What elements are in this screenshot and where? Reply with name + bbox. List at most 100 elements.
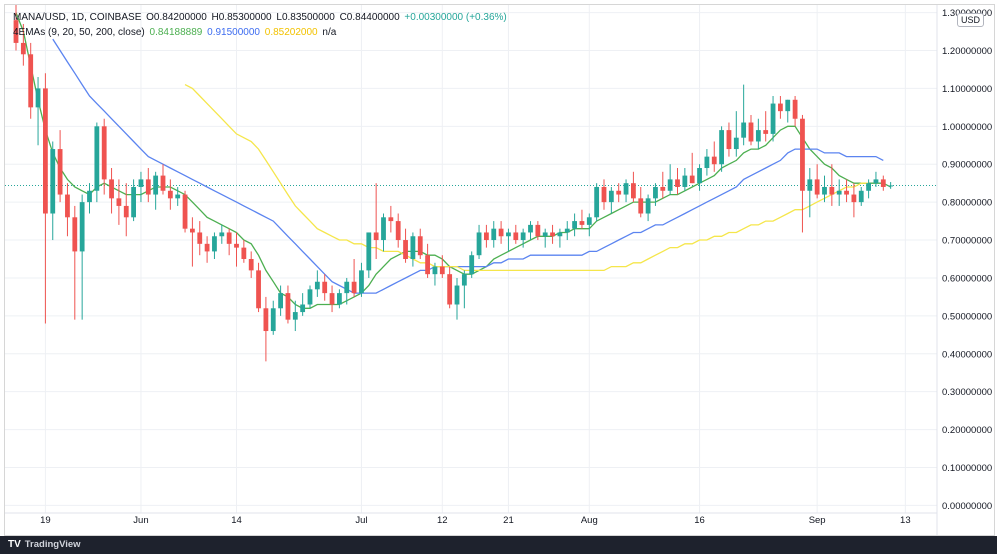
candle-body <box>550 232 555 237</box>
candle-body <box>741 122 747 138</box>
candle-body <box>116 198 122 206</box>
candle-body <box>726 130 732 150</box>
y-tick-label: 1.20000000 <box>942 46 992 57</box>
candle-body <box>476 232 482 256</box>
candle-body <box>65 194 70 218</box>
candle-body <box>520 232 526 241</box>
ema50-line <box>184 84 869 272</box>
candle-body <box>439 266 445 275</box>
candle-body <box>755 130 761 142</box>
candle-body <box>160 175 166 191</box>
tradingview-logo[interactable]: TV TradingView <box>8 539 81 550</box>
candle-body <box>822 186 827 195</box>
low-value: L0.83500000 <box>276 12 335 23</box>
candle-body <box>256 270 261 309</box>
candle-body <box>719 130 724 165</box>
candle-body <box>87 190 92 203</box>
candle-body <box>513 232 519 241</box>
candle-body <box>351 281 357 294</box>
x-tick-label: 14 <box>231 515 242 526</box>
candle-body <box>57 149 63 195</box>
candle-body <box>190 228 195 233</box>
y-tick-label: 1.10000000 <box>942 84 992 95</box>
candle-body <box>13 20 19 43</box>
candle-body <box>645 198 651 214</box>
candle-body <box>506 232 511 237</box>
candle-body <box>880 179 886 187</box>
candle-body <box>616 190 622 195</box>
candle-body <box>697 168 702 184</box>
candle-body <box>109 179 114 199</box>
candle-body <box>461 274 467 286</box>
candle-body <box>807 179 813 191</box>
candle-body <box>873 179 879 184</box>
x-tick-label: Jul <box>355 515 367 526</box>
ema20-line <box>52 38 884 294</box>
candle-body <box>623 183 629 195</box>
candle-body <box>667 179 673 191</box>
candle-body <box>535 224 541 237</box>
candle-body <box>814 179 820 195</box>
candle-body <box>234 243 239 248</box>
candle-body <box>785 99 791 112</box>
y-tick-label: 1.00000000 <box>942 122 992 133</box>
close-value: C0.84400000 <box>339 12 400 23</box>
candle-body <box>395 221 401 241</box>
candle-body <box>498 228 504 237</box>
candle-body <box>748 122 754 142</box>
candle-body <box>123 205 129 218</box>
ema9-line <box>15 12 891 309</box>
high-value: H0.85300000 <box>211 12 272 23</box>
y-tick-label: 0.50000000 <box>942 311 992 322</box>
candle-body <box>866 183 871 191</box>
price-chart[interactable]: 1.300000001.200000001.100000001.00000000… <box>5 5 994 535</box>
candle-body <box>263 308 269 332</box>
candle-body <box>381 217 386 241</box>
candle-body <box>586 217 592 225</box>
candle-body <box>579 221 585 225</box>
candle-body <box>366 232 372 271</box>
candle-body <box>388 217 394 222</box>
candle-body <box>131 186 136 218</box>
candle-body <box>138 179 144 187</box>
candle-body <box>72 217 78 252</box>
tradingview-logo-icon: TV <box>8 539 21 550</box>
candle-body <box>542 232 548 237</box>
candle-body <box>638 198 644 214</box>
candle-body <box>344 281 350 294</box>
candle-body <box>858 190 864 203</box>
x-tick-label: 13 <box>900 515 911 526</box>
candle-body <box>601 186 607 203</box>
candle-body <box>167 190 173 199</box>
y-tick-label: 0.30000000 <box>942 387 992 398</box>
candle-body <box>337 293 342 305</box>
x-tick-label: 16 <box>694 515 705 526</box>
candle-body <box>572 221 577 229</box>
chart-frame: 1.300000001.200000001.100000001.00000000… <box>4 4 995 536</box>
ema-indicator-label: 4EMAs (9, 20, 50, 200, close) <box>13 27 145 38</box>
candle-body <box>564 228 570 233</box>
candle-body <box>359 270 364 294</box>
candle-body <box>851 194 857 203</box>
symbol-label: MANA/USD, 1D, COINBASE <box>13 12 142 23</box>
ema9-value: 0.84188889 <box>149 27 203 38</box>
candle-body <box>711 156 717 165</box>
candle-body <box>763 130 769 134</box>
candle-body <box>292 312 298 320</box>
candle-body <box>733 137 739 150</box>
candle-body <box>403 240 408 259</box>
candle-body <box>682 175 688 187</box>
candle-body <box>314 281 320 290</box>
x-tick-label: Jun <box>133 515 148 526</box>
candle-body <box>778 103 783 112</box>
x-tick-label: Aug <box>581 515 598 526</box>
currency-label[interactable]: USD <box>957 13 985 27</box>
candle-body <box>594 186 600 218</box>
ema200-value: n/a <box>322 27 337 38</box>
candle-body <box>43 88 48 214</box>
y-tick-label: 0.20000000 <box>942 425 992 436</box>
candle-body <box>241 247 247 259</box>
candle-body <box>35 88 41 108</box>
candle-body <box>417 236 423 256</box>
y-tick-label: 0.90000000 <box>942 160 992 171</box>
